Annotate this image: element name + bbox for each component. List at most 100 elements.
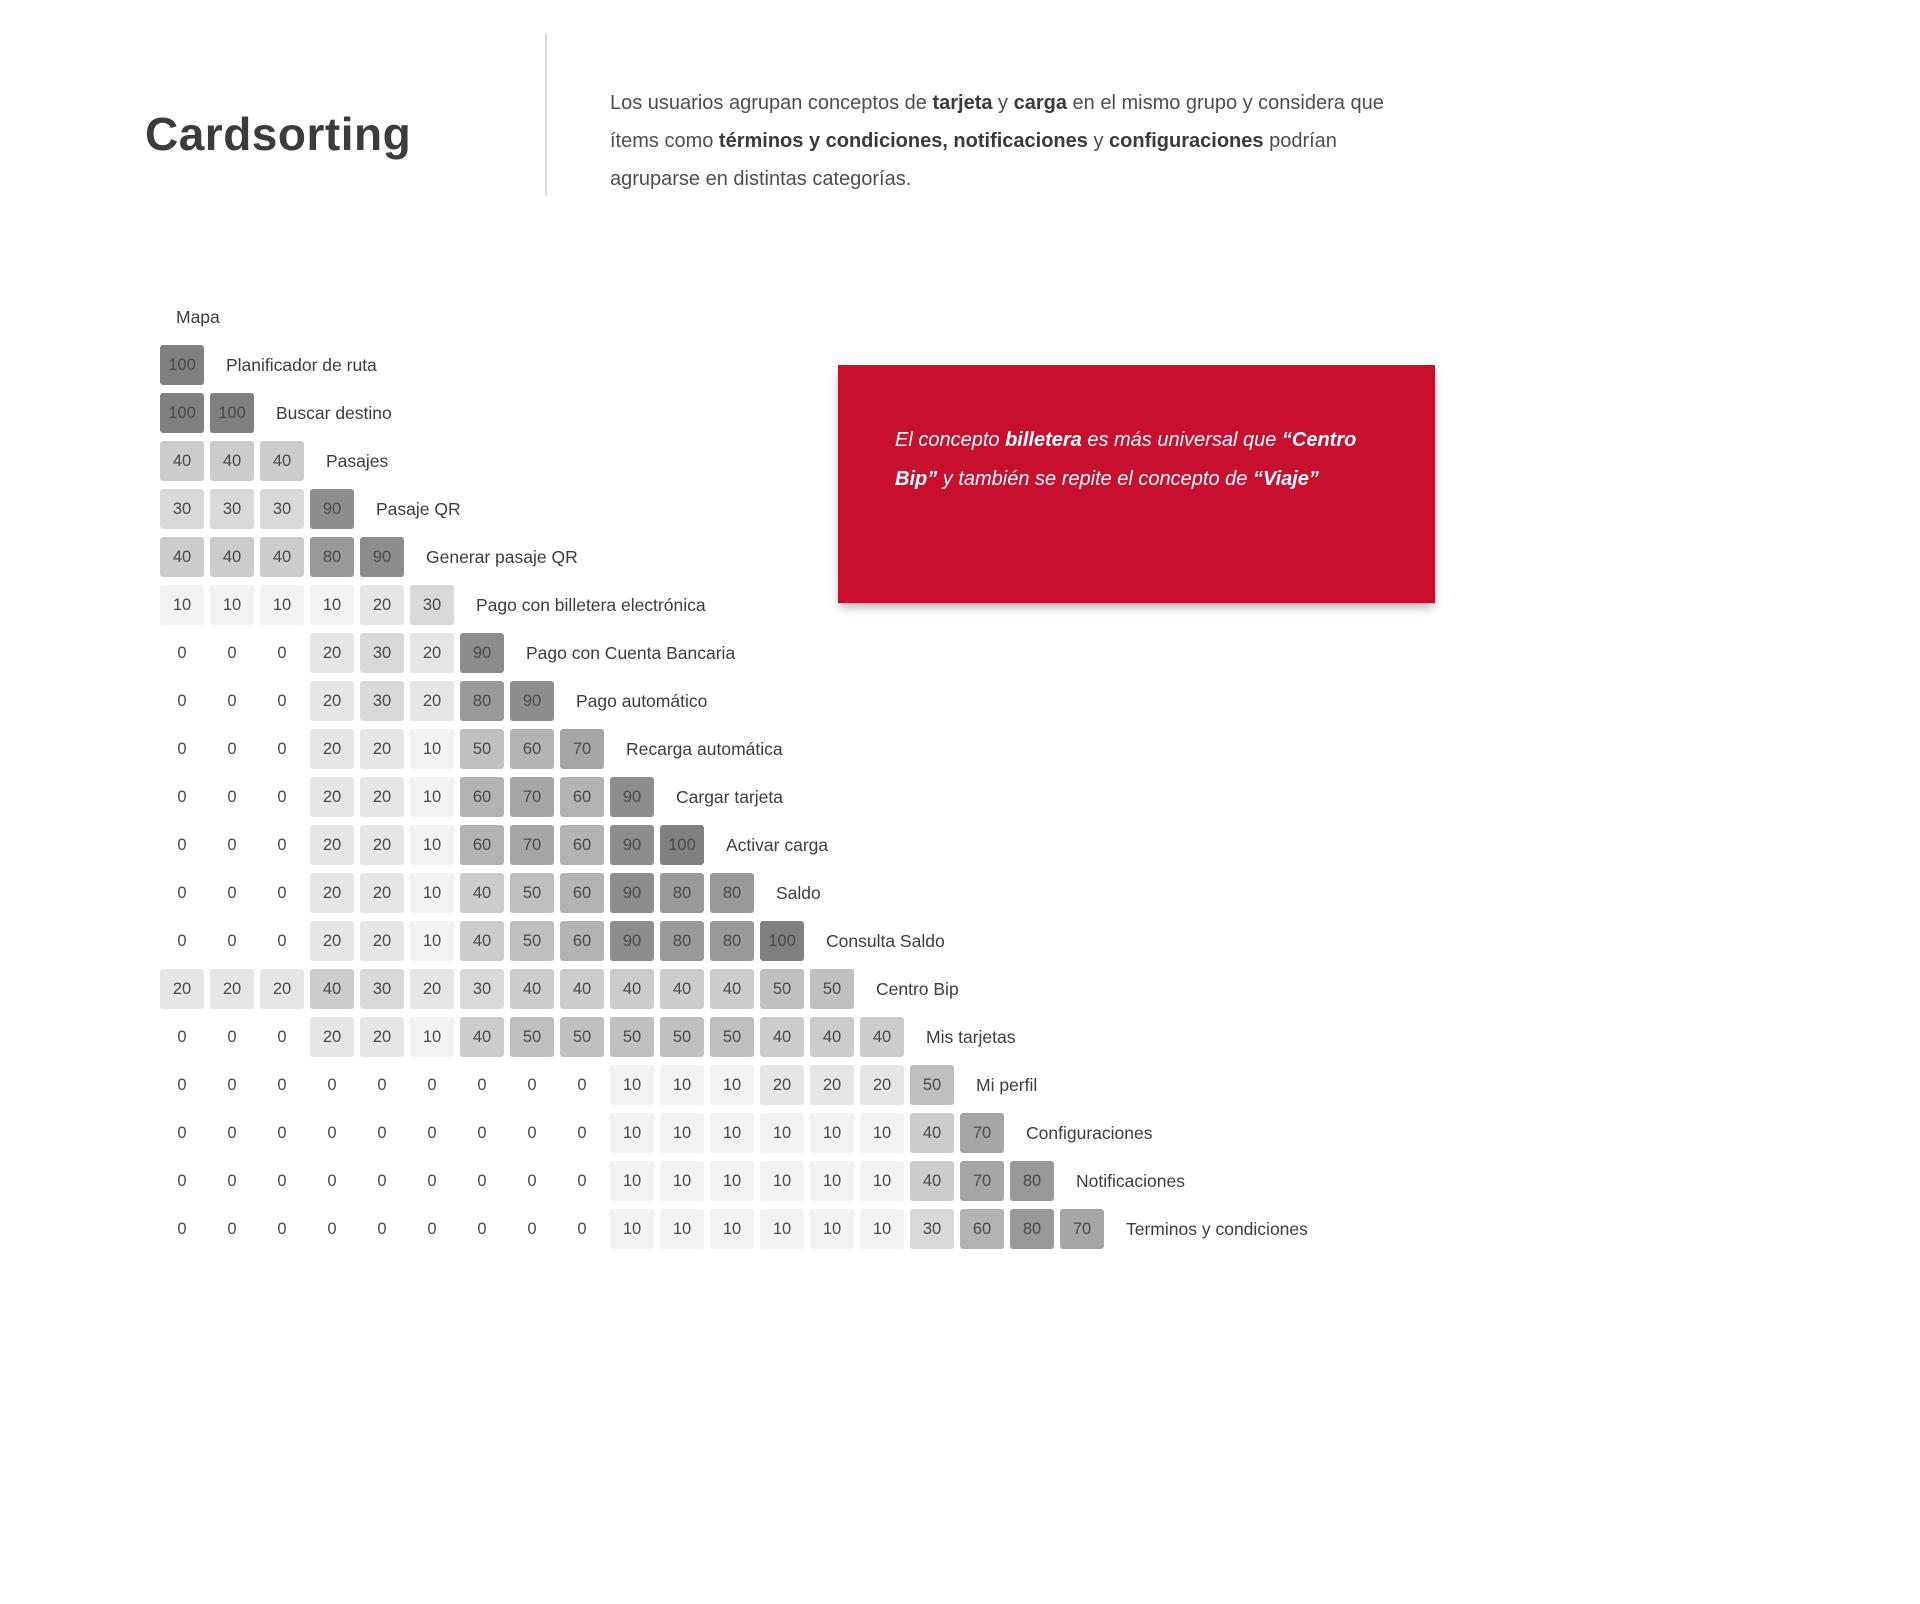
matrix-cell: 10 xyxy=(410,873,454,913)
matrix-cell: 0 xyxy=(177,739,187,758)
matrix-cell: 20 xyxy=(310,777,354,817)
matrix-cell: 0 xyxy=(277,691,287,710)
matrix-cell: 20 xyxy=(310,681,354,721)
matrix-cell: 90 xyxy=(610,921,654,961)
emphasis-text: configuraciones xyxy=(1109,130,1264,152)
matrix-cell: 20 xyxy=(360,921,404,961)
matrix-row: 40 40 40 80 90 Generar pasaje QR xyxy=(160,537,1308,577)
matrix-cell: 0 xyxy=(377,1123,387,1142)
page-title: Cardsorting xyxy=(145,107,412,160)
matrix-cell: 70 xyxy=(960,1113,1004,1153)
matrix-cell: 20 xyxy=(860,1065,904,1105)
matrix-cell: 0 xyxy=(527,1075,537,1094)
matrix-cell: 0 xyxy=(177,931,187,950)
plain-text: Los usuarios agrupan conceptos de xyxy=(610,92,933,114)
matrix-cell: 20 xyxy=(410,633,454,673)
matrix-cell: 10 xyxy=(810,1113,854,1153)
matrix-cell: 70 xyxy=(560,729,604,769)
matrix-cell: 100 xyxy=(210,393,254,433)
matrix-row: 0 0 0 0 0 0 0 0 0 10 10 10 10 10 10 40 70 Configuraciones xyxy=(160,1113,1308,1153)
matrix-cell: 50 xyxy=(660,1017,704,1057)
matrix-cell: 0 xyxy=(327,1219,337,1238)
plain-text: y xyxy=(992,92,1014,114)
matrix-cell: 40 xyxy=(460,873,504,913)
matrix-cell: 90 xyxy=(610,777,654,817)
matrix-row-label: Pago con Cuenta Bancaria xyxy=(526,642,736,663)
vertical-divider xyxy=(545,33,547,196)
matrix-cell: 40 xyxy=(710,969,754,1009)
matrix-row: 0 0 0 20 20 10 60 70 60 90 100 Activar carga xyxy=(160,825,1308,865)
matrix-cell: 40 xyxy=(210,537,254,577)
matrix-cell: 0 xyxy=(277,835,287,854)
matrix-cell: 0 xyxy=(227,931,237,950)
matrix-cell: 60 xyxy=(960,1209,1004,1249)
matrix-cell: 40 xyxy=(160,441,204,481)
matrix-cell: 40 xyxy=(210,441,254,481)
matrix-cell: 20 xyxy=(310,825,354,865)
matrix-cell: 0 xyxy=(327,1171,337,1190)
emphasis-text: tarjeta xyxy=(932,92,993,114)
matrix-cell: 0 xyxy=(277,787,287,806)
matrix-row: 30 30 30 90 Pasaje QR xyxy=(160,489,1308,529)
matrix-cell: 0 xyxy=(427,1075,437,1094)
matrix-cell: 40 xyxy=(260,441,304,481)
matrix-row: 0 0 0 20 30 20 80 90 Pago automático xyxy=(160,681,1308,721)
matrix-cell: 0 xyxy=(177,883,187,902)
matrix-cell: 0 xyxy=(227,883,237,902)
matrix-cell: 80 xyxy=(710,873,754,913)
matrix-cell: 80 xyxy=(660,921,704,961)
matrix-cell: 0 xyxy=(577,1075,587,1094)
matrix-cell: 100 xyxy=(660,825,704,865)
matrix-cell: 50 xyxy=(610,1017,654,1057)
matrix-cell: 30 xyxy=(460,969,504,1009)
matrix-cell: 0 xyxy=(477,1219,487,1238)
matrix-cell: 10 xyxy=(860,1113,904,1153)
matrix-cell: 0 xyxy=(177,691,187,710)
matrix-row-label: Centro Bip xyxy=(876,978,959,999)
matrix-cell: 40 xyxy=(760,1017,804,1057)
matrix-cell: 0 xyxy=(527,1171,537,1190)
matrix-row-label: Planificador de ruta xyxy=(226,354,377,375)
matrix-cell: 50 xyxy=(510,873,554,913)
matrix-cell: 0 xyxy=(327,1123,337,1142)
matrix-row: 20 20 20 40 30 20 30 40 40 40 40 40 50 50 Centro Bip xyxy=(160,969,1308,1009)
matrix-row-label: Configuraciones xyxy=(1026,1122,1153,1143)
matrix-row-label: Pago automático xyxy=(576,690,708,711)
matrix-cell: 10 xyxy=(760,1209,804,1249)
matrix-cell: 90 xyxy=(460,633,504,673)
matrix-row: 100 Planificador de ruta xyxy=(160,345,1308,385)
matrix-cell: 80 xyxy=(310,537,354,577)
matrix-cell: 20 xyxy=(210,969,254,1009)
matrix-cell: 10 xyxy=(610,1065,654,1105)
matrix-cell: 40 xyxy=(610,969,654,1009)
matrix-cell: 0 xyxy=(527,1123,537,1142)
matrix-cell: 10 xyxy=(660,1161,704,1201)
matrix-cell: 20 xyxy=(360,873,404,913)
matrix-cell: 50 xyxy=(760,969,804,1009)
matrix-cell: 30 xyxy=(360,633,404,673)
matrix-cell: 10 xyxy=(610,1209,654,1249)
matrix-cell: 40 xyxy=(460,1017,504,1057)
matrix-cell: 40 xyxy=(810,1017,854,1057)
matrix-cell: 70 xyxy=(510,777,554,817)
matrix-cell: 0 xyxy=(277,931,287,950)
matrix-cell: 0 xyxy=(227,1171,237,1190)
matrix-cell: 0 xyxy=(177,643,187,662)
emphasis-text: carga xyxy=(1013,92,1067,114)
matrix-cell: 20 xyxy=(310,873,354,913)
matrix-cell: 0 xyxy=(177,1027,187,1046)
matrix-cell: 10 xyxy=(710,1161,754,1201)
matrix-cell: 0 xyxy=(177,1219,187,1238)
matrix-row: 0 0 0 0 0 0 0 0 0 10 10 10 10 10 10 40 70 80 Notificacione… xyxy=(160,1161,1308,1201)
matrix-row: 100 100 Buscar destino xyxy=(160,393,1308,433)
matrix-cell: 90 xyxy=(610,873,654,913)
matrix-cell: 50 xyxy=(560,1017,604,1057)
matrix-cell: 0 xyxy=(477,1075,487,1094)
matrix-cell: 20 xyxy=(310,729,354,769)
matrix-cell: 0 xyxy=(527,1219,537,1238)
matrix-row: 0 0 0 20 20 10 40 50 60 90 80 80 Saldo xyxy=(160,873,1308,913)
matrix-cell: 70 xyxy=(960,1161,1004,1201)
matrix-cell: 90 xyxy=(610,825,654,865)
matrix-cell: 20 xyxy=(310,921,354,961)
matrix-cell: 10 xyxy=(810,1209,854,1249)
